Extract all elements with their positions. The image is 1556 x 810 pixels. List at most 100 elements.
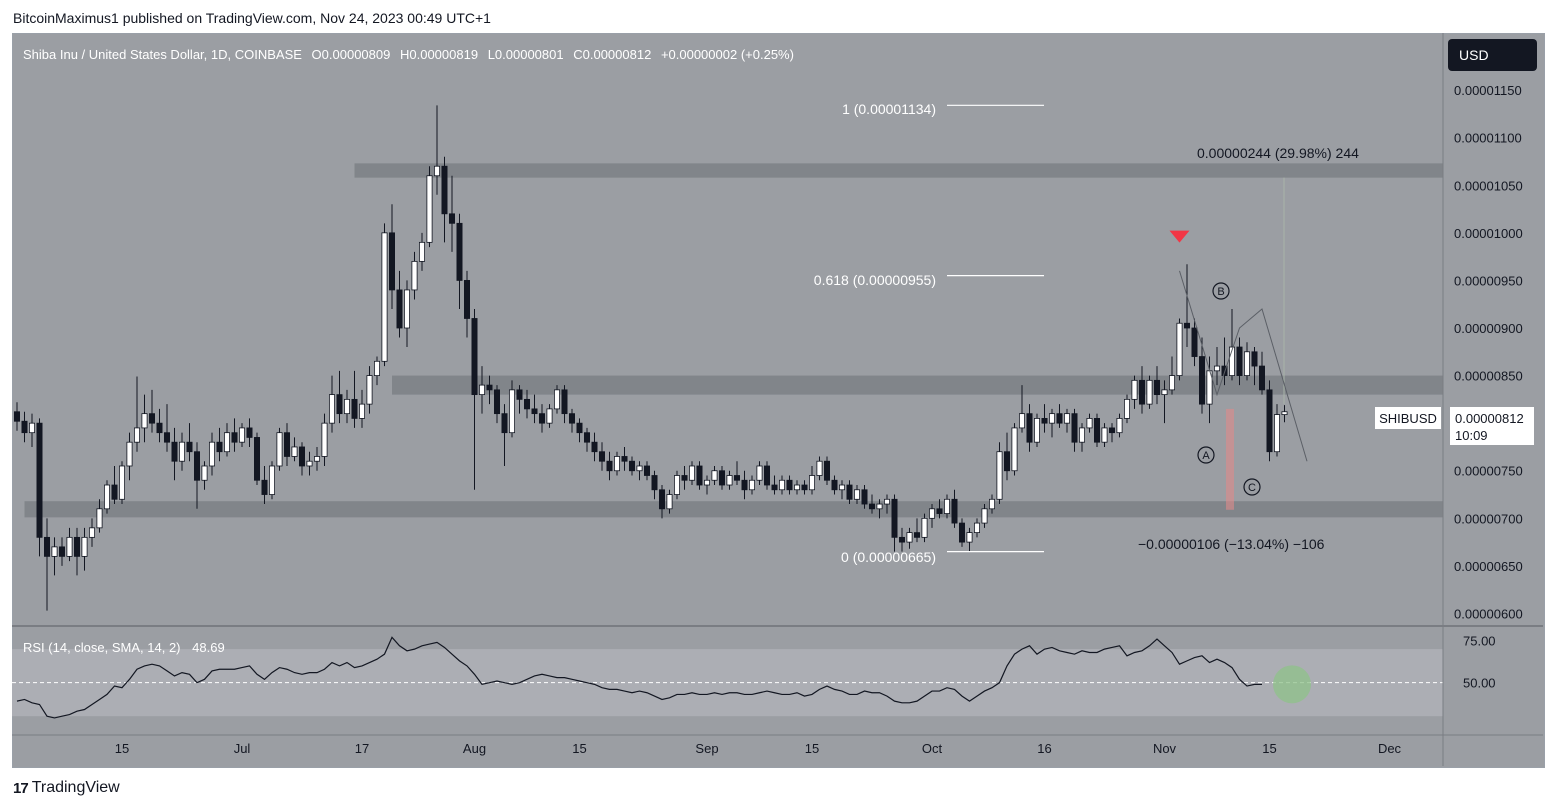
time-tick-label: Sep xyxy=(695,741,718,756)
candle-body xyxy=(891,498,898,538)
candle-body xyxy=(463,280,470,319)
candle-body xyxy=(1274,414,1281,453)
candle-body xyxy=(141,413,148,429)
candle-body xyxy=(268,465,275,495)
candle-body xyxy=(1131,379,1138,400)
candle-body xyxy=(238,427,245,443)
candle-body xyxy=(1101,427,1108,443)
candle-body xyxy=(178,441,185,462)
candle-body xyxy=(741,479,748,491)
footer-brand[interactable]: TradingView xyxy=(31,779,120,796)
candle-body xyxy=(966,532,973,543)
candle-body xyxy=(119,465,126,500)
candle-body xyxy=(1004,451,1011,472)
chart-svg[interactable]: 0.00001150 0.00001100 0.00001050 0.00001000… xyxy=(12,33,1543,766)
legend-l-value: 0.00000801 xyxy=(495,47,564,62)
candle-body xyxy=(1086,418,1093,429)
currency-button[interactable]: USD xyxy=(1448,39,1537,71)
time-tick-label: 15 xyxy=(1262,741,1276,756)
wave-c-marker: C xyxy=(1243,478,1261,496)
zones-layer xyxy=(24,163,1443,518)
candle-body xyxy=(163,432,170,443)
candle-body xyxy=(846,484,853,500)
candle-body xyxy=(193,451,200,481)
candle-body xyxy=(599,451,606,462)
candle-body xyxy=(1094,418,1101,443)
candle-body xyxy=(621,456,628,462)
legend-h-label: H xyxy=(400,47,409,62)
candle-body xyxy=(96,508,103,529)
candle-body xyxy=(1026,413,1033,443)
candle-body xyxy=(59,546,66,557)
candle-body xyxy=(1041,418,1048,424)
candle-body xyxy=(681,475,688,481)
candle-body xyxy=(1236,346,1243,376)
candle-body xyxy=(659,489,666,510)
candle-body xyxy=(298,446,305,467)
time-tick-label: Jul xyxy=(234,741,251,756)
candle-body xyxy=(764,465,771,486)
rsi-tick-label: 50.00 xyxy=(1463,676,1496,691)
candle-body xyxy=(524,398,531,410)
candle-body xyxy=(1079,427,1086,443)
chart-legend: Shiba Inu / United States Dollar, 1D, CO… xyxy=(23,47,794,62)
candle-body xyxy=(651,475,658,491)
time-tick-label: 15 xyxy=(115,741,129,756)
candle-body xyxy=(111,484,118,500)
legend-change: +0.00000002 (+0.25%) xyxy=(661,47,794,62)
candle-body xyxy=(1229,346,1236,376)
candle-body xyxy=(711,470,718,481)
candle-body xyxy=(448,213,455,224)
candle-body xyxy=(1191,327,1198,357)
rsi-highlight-circle xyxy=(1273,665,1311,704)
candle-body xyxy=(36,422,43,538)
time-tick-label: 17 xyxy=(355,741,369,756)
candle-body xyxy=(1281,411,1288,415)
candle-body xyxy=(726,475,733,486)
candle-body xyxy=(854,489,861,500)
candle-body xyxy=(81,536,88,557)
legend-c-label: C xyxy=(573,47,582,62)
candle-body xyxy=(974,522,981,533)
price-tick-label: 0.00001050 xyxy=(1454,178,1523,193)
peak-marker-icon xyxy=(1169,230,1190,243)
legend-c-value: 0.00000812 xyxy=(583,47,652,62)
candle-body xyxy=(929,508,936,519)
candle-body xyxy=(51,546,58,557)
candle-body xyxy=(591,441,598,453)
candle-body xyxy=(771,484,778,491)
price-label-countdown: 10:09 xyxy=(1455,428,1488,443)
candle-body xyxy=(381,232,388,362)
price-tick-label: 0.00000950 xyxy=(1454,273,1523,288)
price-tick-label: 0.00000900 xyxy=(1454,321,1523,336)
candle-body xyxy=(216,441,223,453)
candle-body xyxy=(388,232,395,291)
candle-body xyxy=(104,484,111,510)
candle-body xyxy=(134,427,141,443)
candle-body xyxy=(313,456,320,462)
candle-body xyxy=(1199,356,1206,405)
candle-body xyxy=(366,375,373,405)
time-tick-label: 16 xyxy=(1037,741,1051,756)
candle-body xyxy=(1251,351,1258,367)
candle-body xyxy=(674,475,681,495)
candle-body xyxy=(441,165,448,215)
price-tick-label: 0.00001000 xyxy=(1454,226,1523,241)
wave-a-label: A xyxy=(1202,450,1210,462)
candle-body xyxy=(1154,379,1161,396)
candle-body xyxy=(253,437,260,481)
candle-body xyxy=(1146,379,1153,405)
candle-body xyxy=(493,389,500,415)
candle-body xyxy=(1221,365,1228,376)
candle-body xyxy=(1109,427,1116,434)
legend-o-label: O xyxy=(312,47,322,62)
candle-body xyxy=(486,384,493,391)
candle-body xyxy=(569,413,576,424)
legend-o-value: 0.00000809 xyxy=(322,47,391,62)
rsi-legend-label: RSI (14, close, SMA, 14, 2) xyxy=(23,640,181,655)
candle-body xyxy=(719,470,726,486)
candle-body xyxy=(261,479,268,495)
tradingview-logo-icon: 17 xyxy=(13,779,29,797)
candle-body xyxy=(801,484,808,491)
candle-body xyxy=(1019,413,1026,429)
